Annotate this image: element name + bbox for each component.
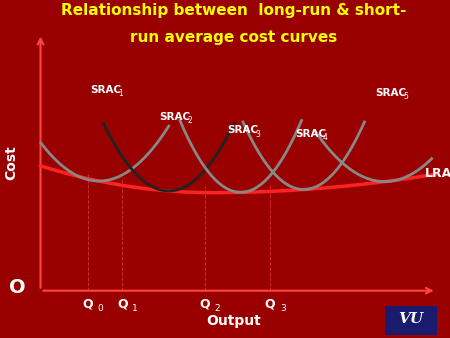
- Text: SRAC: SRAC: [227, 125, 258, 135]
- Text: Q: Q: [117, 297, 128, 310]
- Text: Q: Q: [265, 297, 275, 310]
- Text: 0: 0: [98, 304, 104, 313]
- Text: 5: 5: [404, 92, 409, 101]
- FancyBboxPatch shape: [385, 306, 436, 335]
- Text: 3: 3: [280, 304, 286, 313]
- Text: 1: 1: [118, 89, 123, 98]
- Text: VU: VU: [398, 312, 423, 327]
- Text: SRAC: SRAC: [160, 112, 191, 122]
- Text: 2: 2: [188, 116, 193, 125]
- Text: SRAC: SRAC: [90, 84, 121, 95]
- Text: 2: 2: [215, 304, 220, 313]
- Text: 3: 3: [255, 129, 260, 139]
- Text: LRAC: LRAC: [425, 167, 450, 180]
- Text: Q: Q: [82, 297, 93, 310]
- Text: 4: 4: [323, 133, 328, 142]
- Text: run average cost curves: run average cost curves: [130, 30, 338, 45]
- Text: Relationship between  long-run & short-: Relationship between long-run & short-: [61, 3, 407, 18]
- Text: O: O: [9, 278, 26, 297]
- Text: 1: 1: [132, 304, 138, 313]
- Text: SRAC: SRAC: [295, 128, 326, 139]
- Text: Cost: Cost: [4, 145, 18, 179]
- Text: Q: Q: [199, 297, 210, 310]
- Text: SRAC: SRAC: [376, 88, 407, 98]
- Text: Output: Output: [207, 314, 261, 328]
